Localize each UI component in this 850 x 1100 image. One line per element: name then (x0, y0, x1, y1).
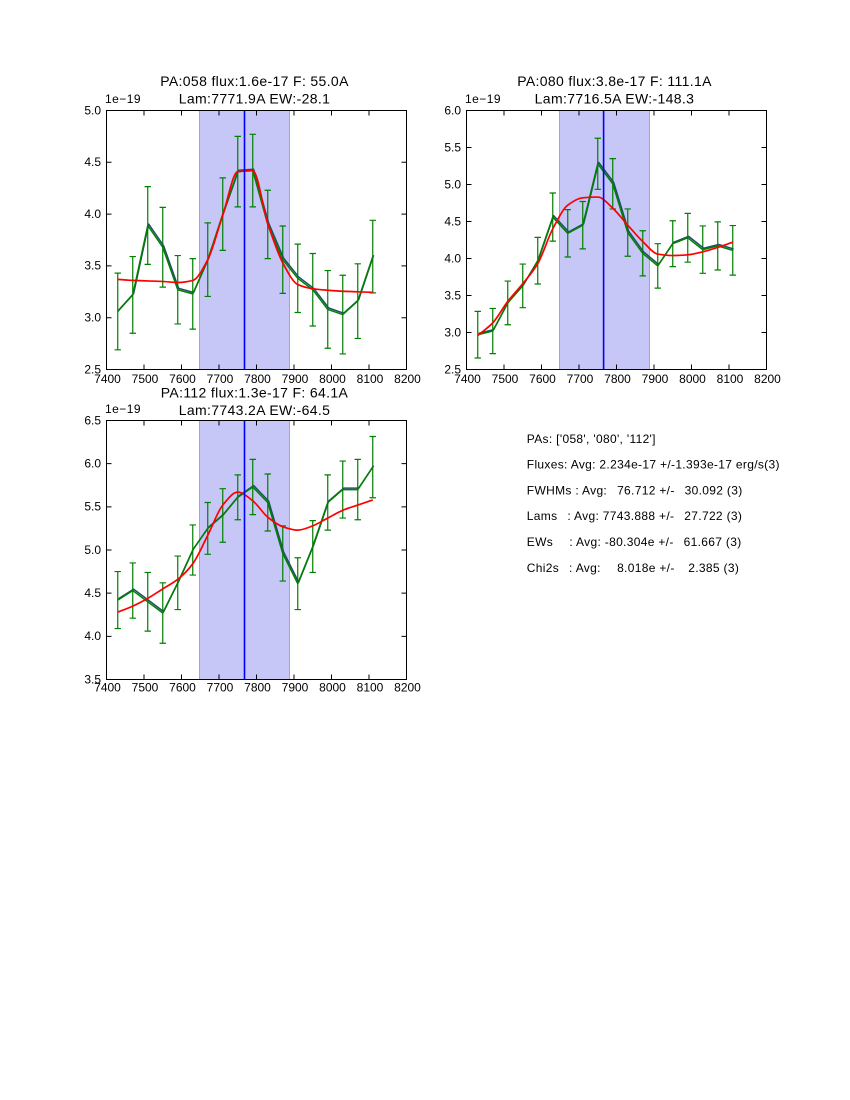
svg-text:Lams : Avg: 7743.888 +/- 27.: Lams : Avg: 7743.888 +/- 27.722 (3) (527, 509, 742, 523)
svg-text:7500: 7500 (492, 372, 519, 386)
svg-text:7900: 7900 (642, 372, 669, 386)
svg-text:7800: 7800 (604, 372, 631, 386)
svg-text:8000: 8000 (319, 372, 346, 386)
svg-text:5.5: 5.5 (84, 500, 101, 514)
svg-text:PAs: ['058', '080', '112']: PAs: ['058', '080', '112'] (527, 432, 656, 446)
svg-text:7600: 7600 (169, 372, 196, 386)
svg-text:1e−19: 1e−19 (105, 92, 141, 106)
svg-text:6.5: 6.5 (84, 413, 101, 427)
svg-text:8200: 8200 (394, 372, 421, 386)
svg-text:Chi2s : Avg: 8.018e +/- 2: Chi2s : Avg: 8.018e +/- 2.385 (3) (527, 561, 739, 575)
svg-text:8200: 8200 (754, 372, 781, 386)
svg-text:5.0: 5.0 (84, 103, 101, 117)
svg-text:7800: 7800 (244, 372, 271, 386)
svg-text:Lam:7743.2A EW:-64.5: Lam:7743.2A EW:-64.5 (179, 402, 331, 418)
svg-text:4.0: 4.0 (84, 629, 101, 643)
svg-text:4.0: 4.0 (84, 207, 101, 221)
svg-text:4.0: 4.0 (444, 251, 461, 265)
svg-text:2.5: 2.5 (444, 362, 461, 376)
svg-text:7400: 7400 (94, 680, 121, 694)
svg-text:7700: 7700 (567, 372, 594, 386)
svg-text:7800: 7800 (244, 680, 271, 694)
svg-text:7700: 7700 (207, 372, 234, 386)
svg-text:EWs : Avg: -80.304e +/- 61.: EWs : Avg: -80.304e +/- 61.667 (3) (527, 535, 742, 549)
svg-text:7500: 7500 (132, 680, 159, 694)
svg-text:5.0: 5.0 (444, 177, 461, 191)
svg-text:7400: 7400 (454, 372, 481, 386)
svg-text:3.5: 3.5 (84, 259, 101, 273)
svg-text:8200: 8200 (394, 680, 421, 694)
svg-text:7400: 7400 (94, 372, 121, 386)
svg-text:7900: 7900 (282, 372, 309, 386)
svg-text:8000: 8000 (319, 680, 346, 694)
svg-text:3.5: 3.5 (84, 672, 101, 686)
svg-text:Lam:7771.9A EW:-28.1: Lam:7771.9A EW:-28.1 (179, 91, 331, 107)
svg-text:8100: 8100 (357, 372, 384, 386)
svg-text:8100: 8100 (357, 680, 384, 694)
svg-text:4.5: 4.5 (84, 586, 101, 600)
svg-text:5.0: 5.0 (84, 543, 101, 557)
svg-text:8000: 8000 (679, 372, 706, 386)
svg-text:6.0: 6.0 (444, 103, 461, 117)
svg-text:4.5: 4.5 (444, 214, 461, 228)
svg-text:5.5: 5.5 (444, 140, 461, 154)
svg-text:8100: 8100 (717, 372, 744, 386)
svg-text:7600: 7600 (529, 372, 556, 386)
svg-text:PA:112 flux:1.3e-17 F: 64.1A: PA:112 flux:1.3e-17 F: 64.1A (161, 384, 349, 400)
svg-text:4.5: 4.5 (84, 155, 101, 169)
svg-text:Fluxes: Avg: 2.234e-17 +/-1.39: Fluxes: Avg: 2.234e-17 +/-1.393e-17 erg/… (527, 458, 780, 472)
svg-text:7600: 7600 (169, 680, 196, 694)
svg-text:3.0: 3.0 (84, 311, 101, 325)
svg-text:1e−19: 1e−19 (465, 92, 501, 106)
svg-text:7700: 7700 (207, 680, 234, 694)
svg-text:1e−19: 1e−19 (105, 402, 141, 416)
svg-text:Lam:7716.5A EW:-148.3: Lam:7716.5A EW:-148.3 (535, 91, 695, 107)
svg-text:PA:080 flux:3.8e-17 F: 111.1A: PA:080 flux:3.8e-17 F: 111.1A (517, 73, 712, 89)
svg-text:3.0: 3.0 (444, 325, 461, 339)
svg-text:7500: 7500 (132, 372, 159, 386)
svg-text:6.0: 6.0 (84, 456, 101, 470)
svg-text:2.5: 2.5 (84, 362, 101, 376)
svg-text:PA:058 flux:1.6e-17 F: 55.0A: PA:058 flux:1.6e-17 F: 55.0A (160, 73, 349, 89)
svg-text:3.5: 3.5 (444, 288, 461, 302)
svg-text:7900: 7900 (282, 680, 309, 694)
svg-text:FWHMs : Avg: 76.712 +/- 30.0: FWHMs : Avg: 76.712 +/- 30.092 (3) (527, 483, 743, 497)
